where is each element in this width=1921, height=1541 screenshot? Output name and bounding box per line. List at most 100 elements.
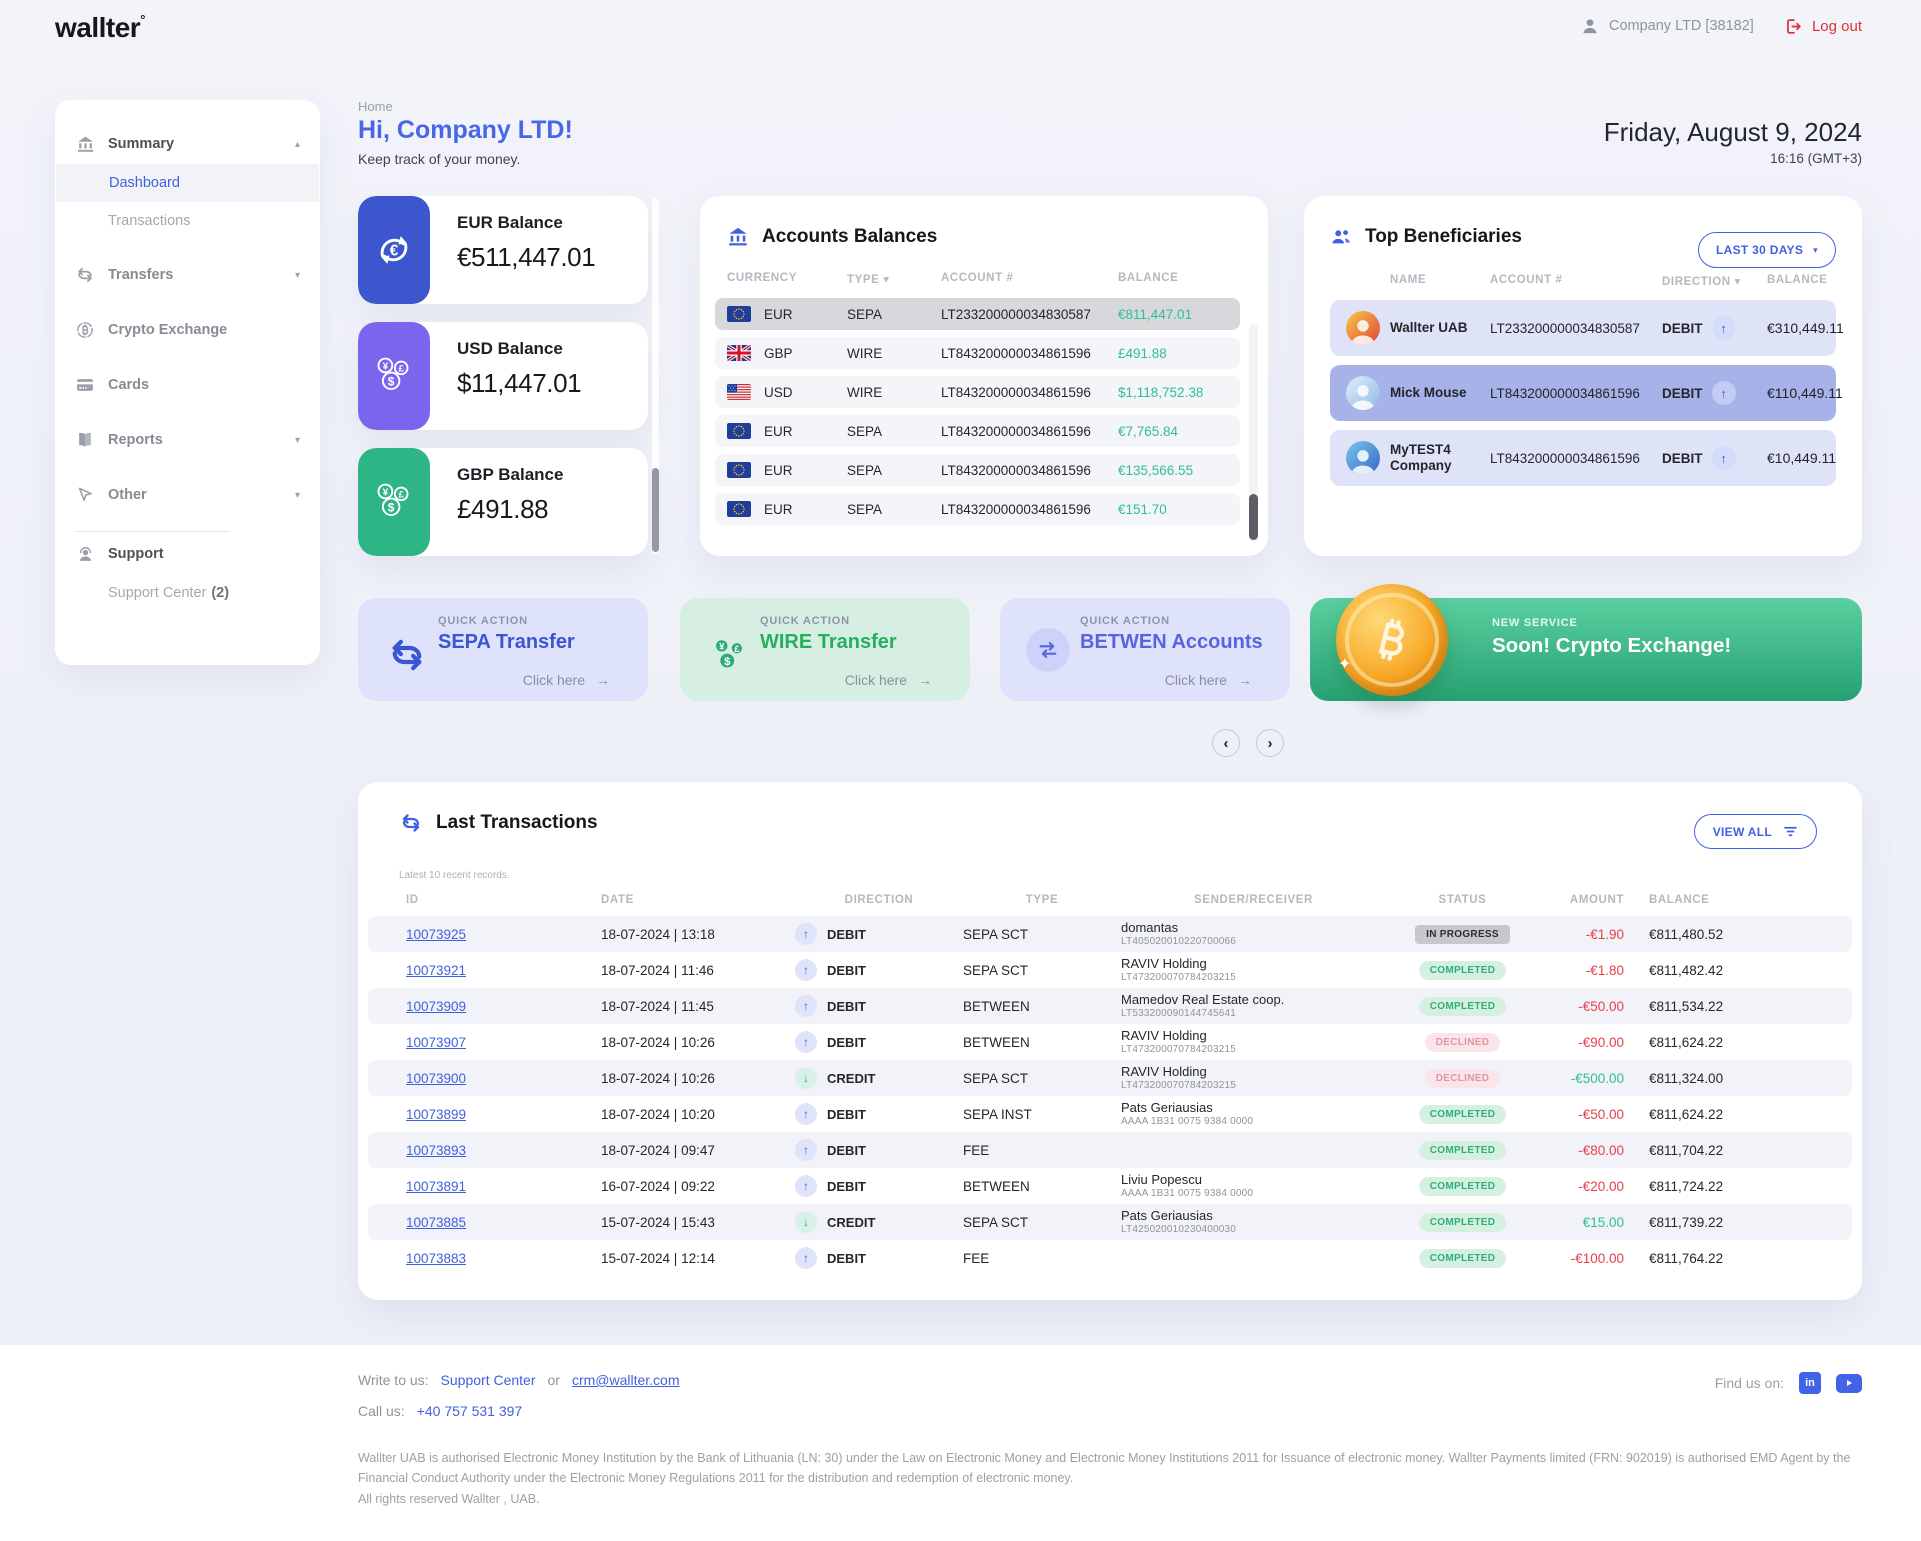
click-here-link[interactable]: Click here →	[522, 672, 610, 688]
balance-scrollbar[interactable]	[652, 198, 659, 554]
quick-action-sepa-transfer[interactable]: QUICK ACTION SEPA Transfer Click here →	[358, 598, 648, 701]
transaction-id-link[interactable]: 10073909	[406, 998, 467, 1014]
scrollbar-thumb[interactable]	[652, 468, 659, 552]
phone-link[interactable]: +40 757 531 397	[416, 1403, 523, 1419]
column-header-sortable[interactable]: DIRECTION ▾	[1662, 276, 1741, 288]
column-header-sortable[interactable]: TYPE ▾	[847, 274, 890, 286]
last-transactions-panel: Last Transactions VIEW ALL Latest 10 rec…	[358, 782, 1862, 1300]
click-here-link[interactable]: Click here →	[1164, 672, 1252, 688]
transaction-id-link[interactable]: 10073921	[406, 962, 467, 978]
scrollbar-thumb[interactable]	[1249, 494, 1258, 540]
youtube-icon[interactable]	[1836, 1373, 1862, 1393]
account-balance: €7,765.84	[1118, 423, 1179, 439]
column-header[interactable]: NAME	[1390, 274, 1427, 286]
column-header[interactable]: ACCOUNT #	[1490, 274, 1563, 286]
column-header[interactable]: TYPE	[1025, 894, 1059, 906]
transaction-id-link[interactable]: 10073885	[406, 1214, 467, 1230]
account-number: LT843200000034861596	[941, 384, 1091, 400]
column-header[interactable]: STATUS	[1438, 894, 1487, 906]
last-30-days-filter[interactable]: LAST 30 DAYS ▾	[1697, 232, 1836, 268]
sidebar-item-summary[interactable]: Summary ▴	[55, 124, 320, 164]
status-badge: COMPLETED	[1418, 1140, 1507, 1160]
transaction-id-link[interactable]: 10073900	[406, 1070, 467, 1086]
account-balance: €135,566.55	[1118, 462, 1194, 478]
account-row[interactable]: GBP WIRE LT843200000034861596 £491.88	[715, 337, 1240, 369]
balance-card-gbp[interactable]: ¥ £ $ GBP Balance £491.88	[358, 448, 648, 556]
sidebar-item-transactions[interactable]: Transactions	[55, 202, 320, 240]
transaction-row[interactable]: 10073921 18-07-2024 | 11:46 ↑ DEBIT SEPA SCT…	[368, 952, 1852, 988]
column-header[interactable]: CURRENCY	[727, 272, 797, 284]
logout-button[interactable]: Log out	[1784, 17, 1862, 36]
direction-label: DEBIT	[827, 962, 866, 978]
next-page-button[interactable]: ›	[1256, 729, 1284, 757]
account-balance: £491.88	[1118, 345, 1167, 361]
sidebar-item-crypto-exchange[interactable]: Crypto Exchange	[55, 310, 320, 350]
support-center-link[interactable]: Support Center	[440, 1372, 536, 1388]
transaction-row[interactable]: 10073893 18-07-2024 | 09:47 ↑ DEBIT FEE COMPL…	[368, 1132, 1852, 1168]
prev-page-button[interactable]: ‹	[1212, 729, 1240, 757]
quick-action-wire-transfer[interactable]: ¥ £ $ QUICK ACTION WIRE Transfer Click her…	[680, 598, 970, 701]
transaction-row[interactable]: 10073909 18-07-2024 | 11:45 ↑ DEBIT BETWEEN M…	[368, 988, 1852, 1024]
column-header[interactable]: BALANCE	[1767, 274, 1828, 286]
beneficiary-row[interactable]: MyTEST4 Company LT843200000034861596 DEBIT…	[1330, 430, 1836, 486]
sidebar-item-support-center[interactable]: Support Center (2)	[55, 574, 320, 612]
sidebar-item-transfers[interactable]: Transfers ▾	[55, 255, 320, 295]
sidebar-item-dashboard[interactable]: Dashboard	[56, 164, 319, 202]
transaction-id-link[interactable]: 10073891	[406, 1178, 467, 1194]
view-all-button[interactable]: VIEW ALL	[1693, 814, 1817, 849]
sidebar-item-other[interactable]: Other ▾	[55, 475, 320, 515]
transaction-id-link[interactable]: 10073899	[406, 1106, 467, 1122]
account-row[interactable]: EUR SEPA LT233200000034830587 €811,447.01	[715, 298, 1240, 330]
transaction-row[interactable]: 10073885 15-07-2024 | 15:43 ↓ CREDIT SEPA SC…	[368, 1204, 1852, 1240]
transaction-amount: -€80.00	[1578, 1142, 1624, 1158]
account-row[interactable]: EUR SEPA LT843200000034861596 €135,566.55	[715, 454, 1240, 486]
transaction-row[interactable]: 10073925 18-07-2024 | 13:18 ↑ DEBIT SEPA SCT…	[368, 916, 1852, 952]
crypto-exchange-banner[interactable]: ✦ NEW SERVICE Soon! Crypto Exchange!	[1310, 583, 1862, 701]
arrow-up-icon: ↑	[795, 1031, 817, 1053]
column-header[interactable]: BALANCE	[1118, 272, 1179, 284]
quick-action-between-accounts[interactable]: QUICK ACTION BETWEN Accounts Click here →	[1000, 598, 1290, 701]
account-row[interactable]: USD WIRE LT843200000034861596 $1,118,752.38	[715, 376, 1240, 408]
transaction-row[interactable]: 10073899 18-07-2024 | 10:20 ↑ DEBIT SEPA INS…	[368, 1096, 1852, 1132]
column-header[interactable]: DATE	[601, 894, 634, 906]
transaction-id-link[interactable]: 10073893	[406, 1142, 467, 1158]
column-header[interactable]: DIRECTION	[844, 894, 914, 906]
column-header[interactable]: ID	[406, 894, 419, 906]
sidebar-item-support[interactable]: Support	[55, 534, 320, 574]
account-row[interactable]: EUR SEPA LT843200000034861596 €7,765.84	[715, 415, 1240, 447]
beneficiary-row[interactable]: Mick Mouse LT843200000034861596 DEBIT ↑ €110…	[1330, 365, 1843, 421]
column-header[interactable]: SENDER/RECEIVER	[1194, 894, 1313, 906]
wallter-logo[interactable]: wallter°	[55, 12, 145, 44]
chevron-down-icon: ▾	[294, 269, 300, 281]
logout-icon	[1784, 17, 1803, 36]
account-row[interactable]: EUR SEPA LT843200000034861596 €151.70	[715, 493, 1240, 525]
transaction-row[interactable]: 10073907 18-07-2024 | 10:26 ↑ DEBIT BETWEEN R…	[368, 1024, 1852, 1060]
transaction-row[interactable]: 10073891 16-07-2024 | 09:22 ↑ DEBIT BETWEEN L…	[368, 1168, 1852, 1204]
status-badge: COMPLETED	[1418, 1104, 1507, 1124]
click-here-link[interactable]: Click here →	[844, 672, 932, 688]
transaction-id-link[interactable]: 10073907	[406, 1034, 467, 1050]
transaction-id-link[interactable]: 10073883	[406, 1250, 467, 1266]
column-header[interactable]: AMOUNT	[1569, 894, 1624, 906]
transaction-amount: -€100.00	[1570, 1250, 1624, 1266]
sender-name: Mamedov Real Estate coop.	[1121, 992, 1285, 1008]
breadcrumb[interactable]: Home	[358, 99, 393, 114]
linkedin-icon[interactable]: in	[1799, 1372, 1821, 1394]
account-menu[interactable]: Company LTD [38182]	[1580, 16, 1754, 36]
user-name: Company LTD [38182]	[1609, 18, 1754, 34]
currency-code: USD	[764, 384, 793, 400]
column-header[interactable]: ACCOUNT #	[941, 272, 1014, 284]
transaction-row[interactable]: 10073900 18-07-2024 | 10:26 ↓ CREDIT SEPA SC…	[368, 1060, 1852, 1096]
sort-chevron-icon: ▾	[1734, 276, 1741, 288]
balance-card-eur[interactable]: € EUR Balance €511,447.01	[358, 196, 648, 304]
balance-card-usd[interactable]: ¥ £ $ USD Balance $11,447.01	[358, 322, 648, 430]
transaction-row[interactable]: 10073883 15-07-2024 | 12:14 ↑ DEBIT FEE COMPL…	[368, 1240, 1852, 1276]
accounts-scrollbar[interactable]	[1249, 324, 1258, 542]
transaction-id-link[interactable]: 10073925	[406, 926, 467, 942]
sidebar-item-cards[interactable]: Cards	[55, 365, 320, 405]
column-header[interactable]: BALANCE	[1649, 894, 1710, 906]
beneficiary-row[interactable]: Wallter UAB LT233200000034830587 DEBIT ↑ €31…	[1330, 300, 1844, 356]
email-link[interactable]: crm@wallter.com	[571, 1372, 680, 1388]
sender-account: LT533200090144745641	[1121, 1007, 1237, 1019]
sidebar-item-reports[interactable]: Reports ▾	[55, 420, 320, 460]
